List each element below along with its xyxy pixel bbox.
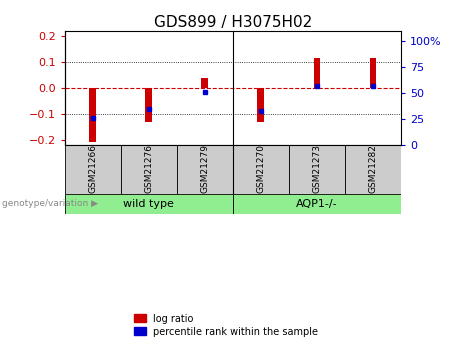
Legend: log ratio, percentile rank within the sample: log ratio, percentile rank within the sa… <box>134 314 319 337</box>
Title: GDS899 / H3075H02: GDS899 / H3075H02 <box>154 15 312 30</box>
Bar <box>201 78 208 88</box>
Text: GSM21279: GSM21279 <box>200 144 209 193</box>
Bar <box>258 88 264 121</box>
Bar <box>345 145 401 194</box>
Text: GSM21270: GSM21270 <box>256 144 266 193</box>
Text: wild type: wild type <box>123 199 174 209</box>
Bar <box>121 145 177 194</box>
Bar <box>233 145 289 194</box>
Bar <box>289 145 345 194</box>
Bar <box>65 194 233 214</box>
Text: GSM21266: GSM21266 <box>88 144 97 193</box>
Bar <box>65 145 121 194</box>
Bar <box>313 58 320 88</box>
Text: AQP1-/-: AQP1-/- <box>296 199 338 209</box>
Bar <box>233 194 401 214</box>
Bar <box>145 88 152 121</box>
Text: GSM21273: GSM21273 <box>313 144 321 193</box>
Text: genotype/variation ▶: genotype/variation ▶ <box>2 199 98 208</box>
Bar <box>177 145 233 194</box>
Text: GSM21282: GSM21282 <box>368 144 378 193</box>
Bar <box>89 88 96 142</box>
Bar <box>370 58 376 88</box>
Text: GSM21276: GSM21276 <box>144 144 153 193</box>
